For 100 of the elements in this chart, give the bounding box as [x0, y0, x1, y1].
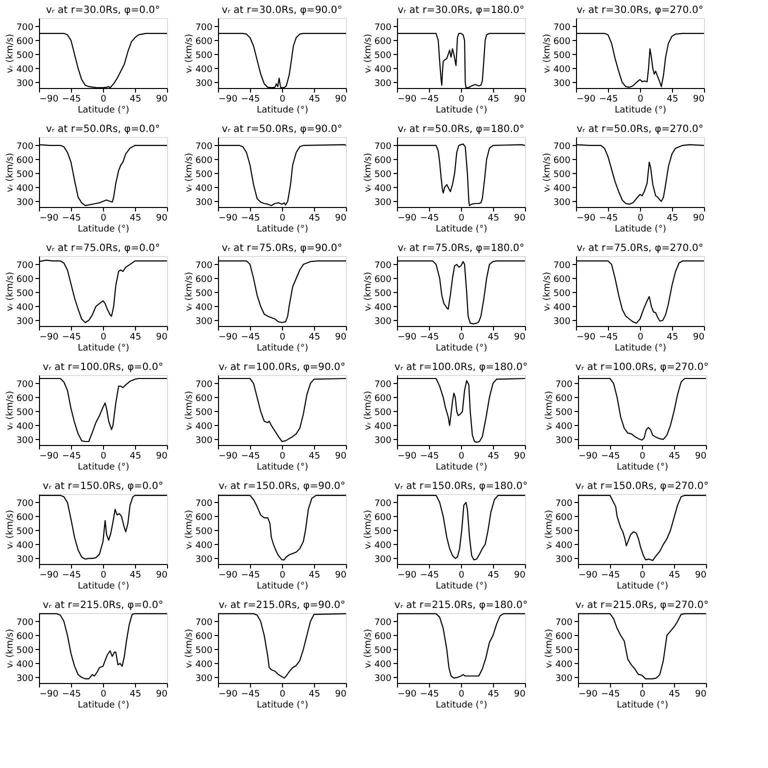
y-axis-title: vᵣ (km/s) — [5, 272, 16, 312]
x-tick-label: 45 — [308, 332, 320, 342]
x-tick-label: 90 — [156, 94, 168, 104]
x-tick-label: 0 — [638, 214, 644, 224]
y-tick-label: 500 — [553, 170, 571, 180]
y-tick-label: 300 — [374, 316, 392, 327]
x-tick-label: 0 — [458, 690, 465, 700]
chart-title: vᵣ at r=150.0Rs, φ=270.0° — [575, 481, 709, 492]
y-tick-label: 300 — [555, 554, 573, 565]
x-tick-label: 45 — [130, 452, 142, 462]
chart-title: vᵣ at r=100.0Rs, φ=0.0° — [42, 362, 164, 373]
x-tick-label: −45 — [241, 690, 260, 700]
y-tick-label: 300 — [374, 436, 392, 446]
x-tick-label: 0 — [100, 690, 107, 700]
x-tick-label: −90 — [398, 452, 417, 462]
y-tick-label: 600 — [195, 36, 213, 47]
x-axis-title: Latitude (°) — [436, 224, 488, 234]
y-tick-label: 700 — [555, 498, 573, 509]
x-axis-title: Latitude (°) — [256, 224, 308, 234]
y-axis-title: vᵣ (km/s) — [5, 34, 16, 74]
x-tick-label: 45 — [488, 332, 500, 342]
y-tick-label: 500 — [374, 288, 392, 299]
x-tick-label: 0 — [638, 94, 644, 104]
x-tick-label: −90 — [218, 94, 238, 104]
y-tick-label: 600 — [555, 632, 573, 642]
x-tick-label: −90 — [218, 570, 238, 580]
y-tick-label: 600 — [195, 156, 213, 166]
y-axis-title: vᵣ (km/s) — [363, 34, 374, 74]
y-tick-label: 600 — [374, 632, 392, 642]
x-axis-title: Latitude (°) — [436, 462, 488, 472]
x-tick-label: 90 — [156, 214, 168, 224]
x-axis-title: Latitude (°) — [78, 224, 130, 234]
y-tick-label: 700 — [16, 142, 34, 152]
chart-title: vᵣ at r=215.0Rs, φ=180.0° — [394, 600, 528, 611]
x-tick-label: 90 — [335, 214, 347, 224]
x-tick-label: 90 — [514, 690, 526, 700]
y-axis-title: vᵣ (km/s) — [363, 628, 374, 668]
y-axis-title: vᵣ (km/s) — [5, 628, 16, 668]
chart-title: vᵣ at r=150.0Rs, φ=0.0° — [42, 481, 164, 492]
x-tick-label: −45 — [62, 332, 81, 342]
x-tick-label: 90 — [156, 690, 168, 700]
x-tick-label: 90 — [335, 690, 347, 700]
y-tick-label: 300 — [16, 674, 34, 684]
y-tick-label: 700 — [16, 260, 34, 271]
chart-title: vᵣ at r=30.0Rs, φ=270.0° — [576, 5, 704, 16]
x-tick-label: 0 — [640, 690, 646, 700]
y-tick-label: 500 — [195, 50, 213, 61]
y-tick-label: 300 — [195, 198, 213, 208]
y-tick-label: 400 — [16, 660, 34, 670]
x-tick-label: −90 — [218, 332, 238, 342]
y-tick-label: 500 — [195, 646, 213, 656]
x-tick-label: 90 — [695, 690, 707, 700]
x-tick-label: 45 — [488, 452, 500, 462]
x-tick-label: 45 — [488, 214, 500, 224]
y-axis-title: vᵣ (km/s) — [5, 152, 16, 192]
chart-title: vᵣ at r=50.0Rs, φ=180.0° — [398, 124, 524, 135]
y-tick-label: 500 — [374, 646, 392, 656]
y-tick-label: 300 — [195, 78, 213, 89]
x-tick-label: −45 — [420, 690, 439, 700]
y-axis-title: vᵣ (km/s) — [184, 510, 194, 550]
x-tick-label: −90 — [40, 452, 59, 462]
y-tick-label: 600 — [374, 274, 392, 285]
chart-title: vᵣ at r=100.0Rs, φ=180.0° — [394, 362, 528, 373]
x-tick-label: 0 — [280, 94, 286, 104]
chart-title: vᵣ at r=30.0Rs, φ=180.0° — [398, 5, 524, 16]
x-axis-title: Latitude (°) — [256, 462, 308, 472]
y-tick-label: 700 — [374, 618, 392, 628]
chart-title: vᵣ at r=75.0Rs, φ=270.0° — [576, 243, 704, 254]
y-tick-label: 500 — [195, 288, 213, 299]
y-tick-label: 300 — [16, 198, 34, 208]
x-tick-label: 0 — [458, 332, 465, 342]
x-axis-title: Latitude (°) — [436, 582, 488, 592]
x-tick-label: −90 — [398, 94, 417, 104]
x-tick-label: −45 — [601, 690, 620, 700]
x-axis-title: Latitude (°) — [614, 224, 666, 234]
x-tick-label: 0 — [100, 452, 107, 462]
x-tick-label: 45 — [308, 570, 320, 580]
y-tick-label: 400 — [16, 184, 34, 194]
chart-title: vᵣ at r=215.0Rs, φ=0.0° — [42, 600, 164, 611]
x-tick-label: 45 — [130, 94, 142, 104]
chart-title: vᵣ at r=150.0Rs, φ=180.0° — [394, 481, 528, 492]
x-tick-label: 45 — [130, 570, 142, 580]
y-tick-label: 400 — [16, 302, 34, 313]
x-tick-label: 90 — [335, 452, 347, 462]
y-tick-label: 600 — [374, 156, 392, 166]
x-tick-label: 45 — [488, 690, 500, 700]
y-tick-label: 700 — [16, 22, 34, 33]
x-tick-label: 90 — [335, 94, 347, 104]
chart-title: vᵣ at r=50.0Rs, φ=0.0° — [46, 124, 160, 135]
y-tick-label: 400 — [555, 660, 573, 670]
y-axis-title: vᵣ (km/s) — [542, 34, 552, 74]
y-tick-label: 300 — [195, 674, 213, 684]
y-tick-label: 300 — [195, 436, 213, 446]
chart-title: vᵣ at r=100.0Rs, φ=90.0° — [218, 362, 346, 373]
y-tick-label: 300 — [555, 436, 573, 446]
x-axis-title: Latitude (°) — [78, 700, 130, 710]
y-tick-label: 700 — [195, 22, 213, 33]
line-series — [38, 378, 168, 442]
y-axis-title: vᵣ (km/s) — [544, 510, 554, 550]
y-tick-label: 700 — [553, 260, 571, 271]
